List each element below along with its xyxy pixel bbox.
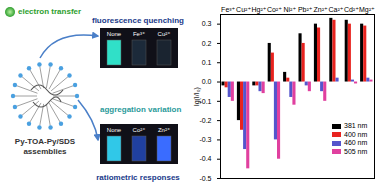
svg-text:-0.4: -0.4 <box>199 155 211 162</box>
svg-text:lg(I/I₀): lg(I/I₀) <box>193 87 201 106</box>
svg-text:None: None <box>107 127 122 133</box>
svg-text:Pb²⁺: Pb²⁺ <box>298 6 313 13</box>
svg-text:0.0: 0.0 <box>202 78 212 85</box>
svg-text:Ca²⁺: Ca²⁺ <box>329 6 344 13</box>
svg-text:Co²⁺: Co²⁺ <box>133 127 146 133</box>
svg-text:Hg²⁺: Hg²⁺ <box>252 6 267 14</box>
svg-text:Cu²⁺: Cu²⁺ <box>236 6 251 13</box>
svg-text:electron transfer: electron transfer <box>18 7 81 16</box>
html-text:381 nm: 381 nm <box>344 122 368 129</box>
svg-text:Cu²⁺: Cu²⁺ <box>158 31 171 37</box>
svg-text:-0.3: -0.3 <box>199 136 211 143</box>
svg-text:Fe³⁺: Fe³⁺ <box>133 31 145 37</box>
svg-text:Ni²⁺: Ni²⁺ <box>283 6 296 13</box>
svg-text:0.2: 0.2 <box>202 40 212 47</box>
html-text:400 nm: 400 nm <box>344 130 368 138</box>
html-text:460 nm: 460 nm <box>344 139 368 146</box>
svg-text:-0.1: -0.1 <box>199 98 211 105</box>
svg-text:Mg²⁺: Mg²⁺ <box>359 6 375 14</box>
svg-text:0.1: 0.1 <box>202 59 212 66</box>
svg-text:Fe³⁺: Fe³⁺ <box>221 6 236 13</box>
svg-text:-0.5: -0.5 <box>199 175 211 182</box>
svg-text:Zn²⁺: Zn²⁺ <box>158 127 170 133</box>
svg-text:Co²⁺: Co²⁺ <box>267 6 282 13</box>
svg-text:assemblies: assemblies <box>23 147 67 156</box>
svg-text:ratiometric responses: ratiometric responses <box>96 173 180 182</box>
svg-text:Py-TOA-Py/SDS: Py-TOA-Py/SDS <box>15 137 76 146</box>
svg-text:-0.2: -0.2 <box>199 117 211 124</box>
svg-text:None: None <box>107 31 122 37</box>
svg-text:Zn²⁺: Zn²⁺ <box>313 6 327 13</box>
svg-text:Cd²⁺: Cd²⁺ <box>344 6 359 13</box>
svg-text:fluorescence quenching: fluorescence quenching <box>92 16 184 25</box>
svg-text:aggregation variation: aggregation variation <box>100 105 181 114</box>
svg-text:0.3: 0.3 <box>202 20 212 27</box>
html-text:505 nm: 505 nm <box>344 147 368 155</box>
